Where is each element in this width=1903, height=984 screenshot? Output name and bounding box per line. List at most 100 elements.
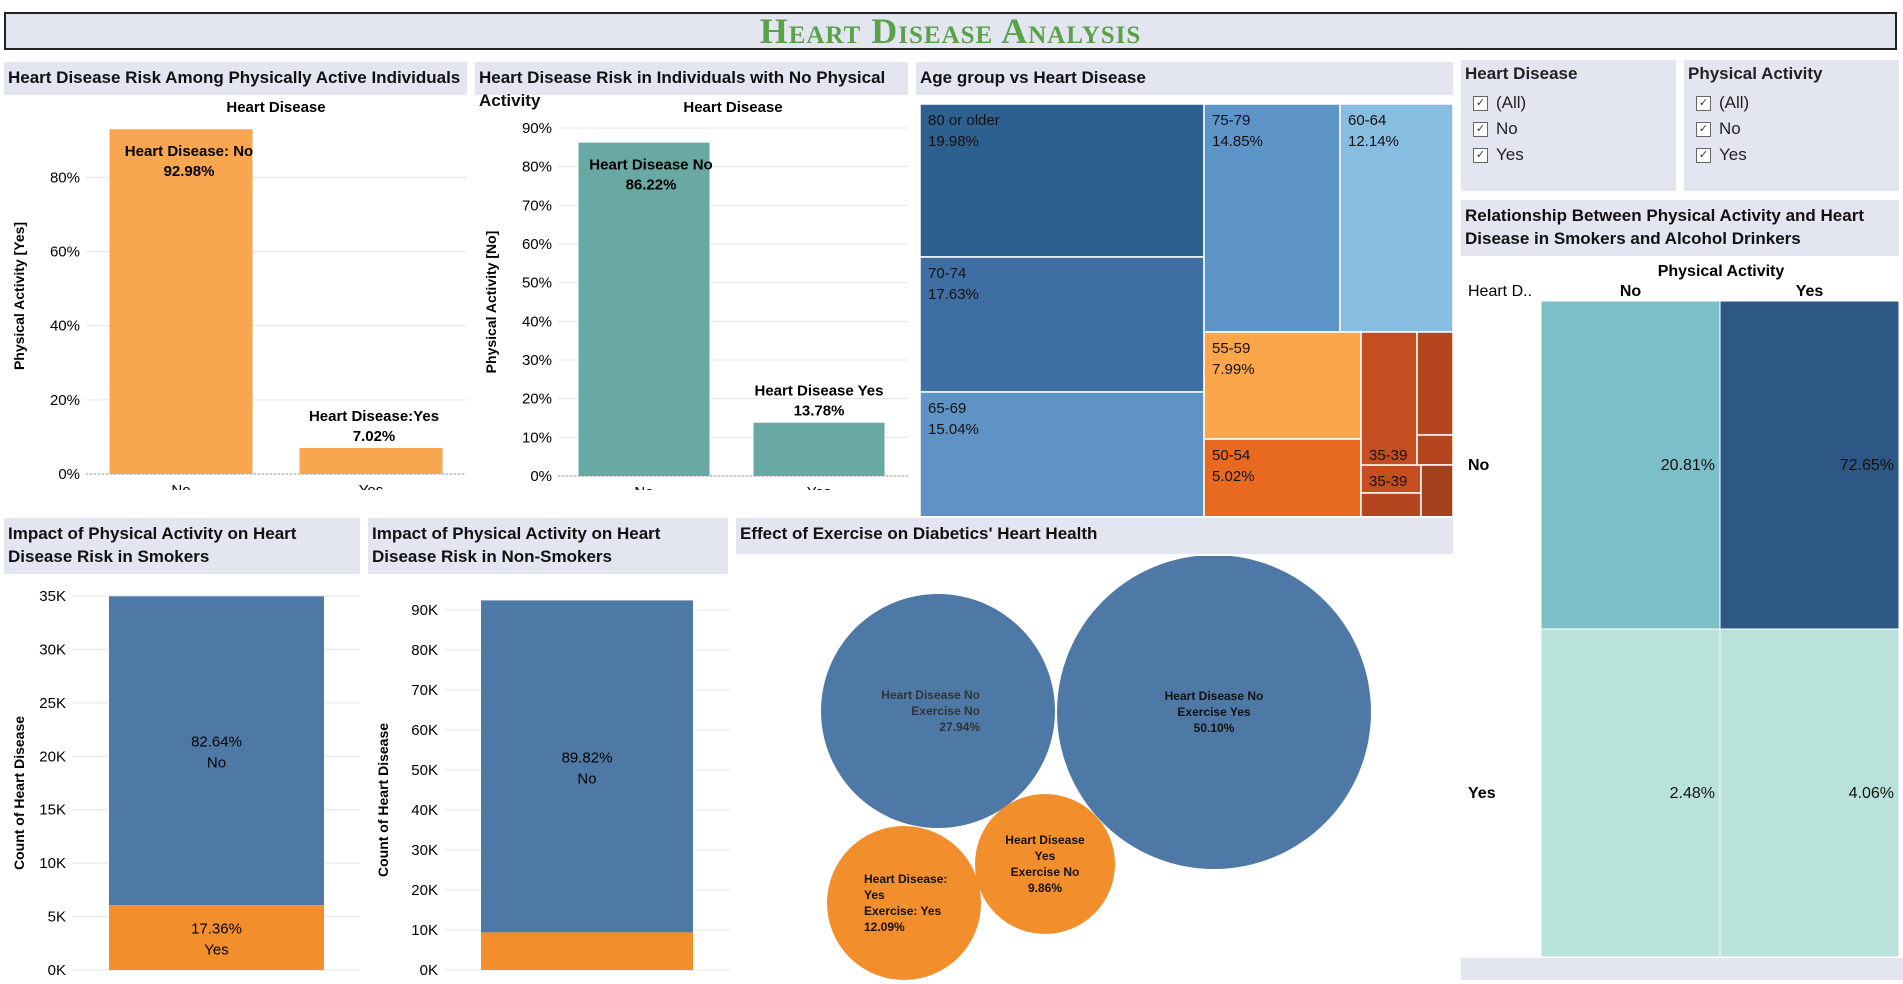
bar (578, 142, 710, 476)
panel-title-age: Age group vs Heart Disease (916, 62, 1453, 95)
treemap-cell-value: 15.04% (928, 421, 979, 438)
bubble-label: Exercise Yes (1177, 705, 1251, 719)
chart-header: Heart Disease (683, 99, 782, 116)
checkbox-icon[interactable]: ✓ (1473, 147, 1488, 163)
y-tick-label: 20K (39, 748, 66, 765)
nonsmokers-bar-chart: 0K 10K 20K 30K 40K 50K 60K 70K 80K 90K Count of He… (375, 600, 730, 979)
filter-option-label: No (1719, 119, 1741, 138)
treemap-cell (919, 391, 1205, 516)
bubble (1057, 556, 1371, 869)
treemap-cell (1203, 103, 1341, 333)
filter-physical-activity: Physical Activity ✓ (All) ✓ No ✓ Yes (1684, 60, 1899, 191)
dashboard-title: Heart Disease Analysis (759, 11, 1142, 51)
smokers-bar-chart: 0K 5K 10K 15K 20K 25K 30K 35K Count of Heart Dis… (11, 588, 360, 979)
y-axis-label: Physical Activity [No] (483, 231, 499, 374)
y-tick-label: 50K (411, 762, 438, 779)
y-tick-label: 70K (411, 682, 438, 699)
y-tick-label: 60% (522, 236, 552, 253)
y-tick-label: 5K (48, 909, 66, 926)
heatmap-cell-value: 4.06% (1849, 785, 1894, 802)
treemap-cell-label: 35-39 (1369, 447, 1407, 464)
checkbox-icon[interactable]: ✓ (1473, 95, 1488, 111)
bar (753, 422, 885, 476)
y-tick-label: 35K (39, 588, 66, 605)
panel-title-smoke-alcohol: Relationship Between Physical Activity a… (1461, 200, 1899, 256)
y-tick-label: 30% (522, 352, 552, 369)
treemap-cell (1360, 492, 1422, 516)
segment-label-name: No (207, 755, 226, 772)
filter-option-all[interactable]: ✓ (All) (1688, 90, 1895, 116)
dashboard-title-bar: Heart Disease Analysis (4, 12, 1897, 50)
y-tick-label: 15K (39, 802, 66, 819)
filter-option-label: (All) (1496, 93, 1527, 112)
checkbox-icon[interactable]: ✓ (1696, 95, 1711, 111)
treemap-cell-label: 65-69 (928, 400, 966, 417)
checkbox-icon[interactable]: ✓ (1696, 121, 1711, 137)
filter-option-label: Yes (1496, 145, 1524, 164)
y-tick-label: 20K (411, 882, 438, 899)
bubble-label: 50.10% (1194, 721, 1235, 735)
bubble-label: Exercise: Yes (864, 904, 942, 918)
data-label-line1: Heart Disease:Yes (309, 408, 439, 425)
data-label-line1: Heart Disease Yes (755, 383, 884, 400)
filter-heart-disease: Heart Disease ✓ (All) ✓ No ✓ Yes (1461, 60, 1676, 191)
checkbox-icon[interactable]: ✓ (1473, 121, 1488, 137)
segment-label-value: 17.36% (191, 921, 242, 938)
filter-option-no[interactable]: ✓ No (1465, 116, 1672, 142)
y-tick-label: 70% (522, 197, 552, 214)
treemap-cell (919, 256, 1205, 393)
treemap-cell (1360, 331, 1418, 466)
filter-option-no[interactable]: ✓ No (1688, 116, 1895, 142)
segment-label-name: No (577, 770, 596, 787)
panel-title-inactive: Heart Disease Risk in Individuals with N… (475, 62, 908, 110)
heatmap-cell-value: 2.48% (1670, 785, 1715, 802)
filter-option-yes[interactable]: ✓ Yes (1465, 142, 1672, 168)
x-tick-label: Yes (359, 482, 383, 490)
data-label-line2: 92.98% (164, 163, 215, 180)
filter-option-label: (All) (1719, 93, 1750, 112)
heatmap-cell (1719, 628, 1900, 958)
x-tick-label: Yes (807, 484, 831, 490)
y-tick-label: 0K (420, 962, 438, 979)
y-tick-label: 20% (50, 392, 80, 409)
bubble-label: Heart Disease: (864, 872, 947, 886)
y-tick-label: 40% (522, 313, 552, 330)
heatmap-cell (1719, 300, 1900, 630)
y-tick-label: 40% (50, 318, 80, 335)
treemap-cell (1416, 434, 1453, 466)
bubble-label: Heart Disease No (881, 688, 980, 702)
treemap-cell (1203, 331, 1362, 440)
data-label-line2: 86.22% (626, 177, 677, 194)
data-label-line1: Heart Disease: No (125, 143, 253, 160)
panel-title-nonsmokers: Impact of Physical Activity on Heart Dis… (368, 518, 728, 574)
filter-option-all[interactable]: ✓ (All) (1465, 90, 1672, 116)
y-axis-label: Count of Heart Disease (11, 716, 27, 870)
bubble-label: 27.94% (939, 720, 980, 734)
filter-title: Heart Disease (1465, 64, 1578, 83)
bar (299, 447, 443, 474)
checkbox-icon[interactable]: ✓ (1696, 147, 1711, 163)
smoke-alcohol-heatmap: Physical Activity Heart D.. No Yes No 20.81% 7… (1461, 263, 1903, 980)
y-tick-label: 10K (39, 855, 66, 872)
y-tick-label: 30K (411, 842, 438, 859)
panel-title-active: Heart Disease Risk Among Physically Acti… (4, 62, 467, 95)
y-tick-label: 20% (522, 391, 552, 408)
bar-segment-no (109, 596, 324, 906)
segment-label-value: 82.64% (191, 734, 242, 751)
treemap-cell-label: 55-59 (1212, 340, 1250, 357)
bubble-label: Exercise No (911, 704, 980, 718)
bar-segment-no (481, 600, 693, 933)
y-axis-label: Physical Activity [Yes] (11, 222, 27, 370)
diabetics-bubble-chart: Heart Disease No Exercise No 27.94% Heart D… (821, 556, 1371, 980)
y-tick-label: 90K (411, 602, 438, 619)
y-tick-label: 10% (522, 429, 552, 446)
treemap-cell-value: 14.85% (1212, 133, 1263, 150)
age-treemap: 80 or older 19.98% 70-74 17.63% 65-69 15.04% 7… (919, 103, 1453, 516)
inactive-bar-chart: Heart Disease 0% 10% 20% 30% 40% 50% 60% 70% 80% 9… (483, 99, 908, 490)
treemap-cell-label: 75-79 (1212, 112, 1250, 129)
filter-option-yes[interactable]: ✓ Yes (1688, 142, 1895, 168)
bar-segment-yes (109, 905, 324, 970)
bar (109, 129, 253, 474)
treemap-cell-label: 60-64 (1348, 112, 1386, 129)
y-tick-label: 0% (58, 466, 80, 483)
